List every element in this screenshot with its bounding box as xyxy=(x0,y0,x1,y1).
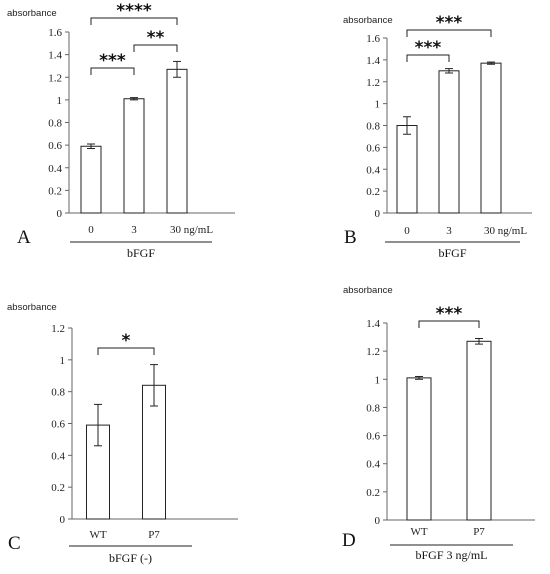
panel-b-panel-label: B xyxy=(344,227,357,248)
panel-a-x-axis-label: bFGF xyxy=(127,246,155,260)
panel-d-significance-label: *** xyxy=(436,304,463,324)
panel-a-y-tick-label: 0.2 xyxy=(48,185,62,197)
panel-b-y-tick-label: 0.4 xyxy=(366,164,380,176)
panel-b-y-tick-label: 0 xyxy=(375,208,381,220)
panel-d-y-tick-label: 0 xyxy=(375,515,381,527)
panel-a-bar xyxy=(80,145,102,214)
panel-b-bar xyxy=(438,70,460,214)
panel-d-y-tick-label: 0.4 xyxy=(366,459,380,471)
panel-a-significance-label: **** xyxy=(116,1,152,21)
panel-d-y-tick-label: 1.4 xyxy=(366,318,380,330)
panel-c-y-tick-label: 0 xyxy=(60,514,66,526)
panel-c-y-tick-label: 0.4 xyxy=(51,450,65,462)
panel-c-y-tick-label: 0.2 xyxy=(51,482,65,494)
panel-a-y-tick-label: 1.2 xyxy=(48,72,62,84)
panel-c-y-tick-label: 1.2 xyxy=(51,323,65,335)
panel-a-significance-label: *** xyxy=(99,51,126,71)
panel-d-y-tick-label: 1.2 xyxy=(366,346,380,358)
panel-d-y-axis-label: absorbance xyxy=(343,285,393,296)
panel-d-significance-bracket xyxy=(418,320,480,328)
panel-b-category-label: 3 xyxy=(446,225,452,237)
panel-a-y-tick-label: 0.8 xyxy=(48,118,62,130)
panel-b-y-tick-label: 0.8 xyxy=(366,121,380,133)
panel-b-significance-bracket xyxy=(406,54,450,62)
panel-a-y-tick-label: 0.6 xyxy=(48,140,62,152)
panel-a-y-tick-label: 0.4 xyxy=(48,163,62,175)
panel-d-bar xyxy=(406,377,432,521)
panel-b-significance-label: *** xyxy=(436,13,463,33)
panel-c-significance-bracket xyxy=(97,347,155,355)
panel-c-category-label: WT xyxy=(89,529,106,541)
panel-b-y-tick-label: 1.2 xyxy=(366,77,380,89)
panel-b-x-axis-label: bFGF xyxy=(438,246,466,260)
panel-d-x-axis-label: bFGF 3 ng/mL xyxy=(415,548,487,562)
panel-b-category-label: 0 xyxy=(404,225,410,237)
panel-a-y-tick-label: 1 xyxy=(57,95,63,107)
panel-b-y-tick-label: 0.2 xyxy=(366,186,380,198)
panel-b-y-tick-label: 1 xyxy=(375,99,381,111)
panel-d-y-tick-label: 1 xyxy=(375,374,381,386)
panel-d-category-label: P7 xyxy=(473,526,485,538)
panel-a-significance-bracket xyxy=(90,67,135,75)
panel-d-y-tick-label: 0.6 xyxy=(366,431,380,443)
panel-c-y-axis-label: absorbance xyxy=(7,302,57,313)
panel-a-y-tick-label: 1.6 xyxy=(48,27,62,39)
panel-a-y-tick-label: 1.4 xyxy=(48,50,62,62)
panel-a-bar xyxy=(166,68,188,214)
panel-a-category-label: 30 ng/mL xyxy=(170,224,213,236)
panel-b-bar xyxy=(480,62,502,214)
panel-a-y-tick-label: 0 xyxy=(57,208,63,220)
panel-b-y-tick-label: 1.6 xyxy=(366,33,380,45)
panel-b-y-tick-label: 1.4 xyxy=(366,55,380,67)
panel-c-y-tick-label: 0.8 xyxy=(51,387,65,399)
panel-a-significance-bracket xyxy=(133,44,178,52)
panel-d-category-label: WT xyxy=(410,526,427,538)
panel-b-category-label: 30 ng/mL xyxy=(484,225,527,237)
panel-c-y-tick-label: 0.6 xyxy=(51,419,65,431)
panel-c-panel-label: C xyxy=(8,533,21,554)
panel-d-panel-label: D xyxy=(342,530,356,551)
panel-a-category-label: 0 xyxy=(88,224,94,236)
panel-c-y-tick-label: 1 xyxy=(60,355,66,367)
panel-b-y-tick-label: 0.6 xyxy=(366,142,380,154)
panel-d-bar xyxy=(466,340,492,521)
panel-d-y-tick-label: 0.2 xyxy=(366,487,380,499)
panel-b-y-axis-label: absorbance xyxy=(343,15,393,26)
panel-d-y-tick-label: 0.8 xyxy=(366,402,380,414)
panel-a-panel-label: A xyxy=(17,227,31,248)
panel-a-significance-bracket xyxy=(90,17,178,25)
panel-c-x-axis-label: bFGF (-) xyxy=(109,551,152,565)
panel-c-category-label: P7 xyxy=(148,529,160,541)
panel-b-significance-label: *** xyxy=(415,38,442,58)
panel-a-y-axis-label: absorbance xyxy=(7,8,57,19)
panel-b-significance-bracket xyxy=(406,29,492,37)
panel-a-bar xyxy=(123,98,145,214)
panel-a-significance-label: ** xyxy=(147,28,165,48)
panel-b-bar xyxy=(396,125,418,214)
panel-c-significance-label: * xyxy=(122,331,131,351)
panel-a-category-label: 3 xyxy=(131,224,137,236)
